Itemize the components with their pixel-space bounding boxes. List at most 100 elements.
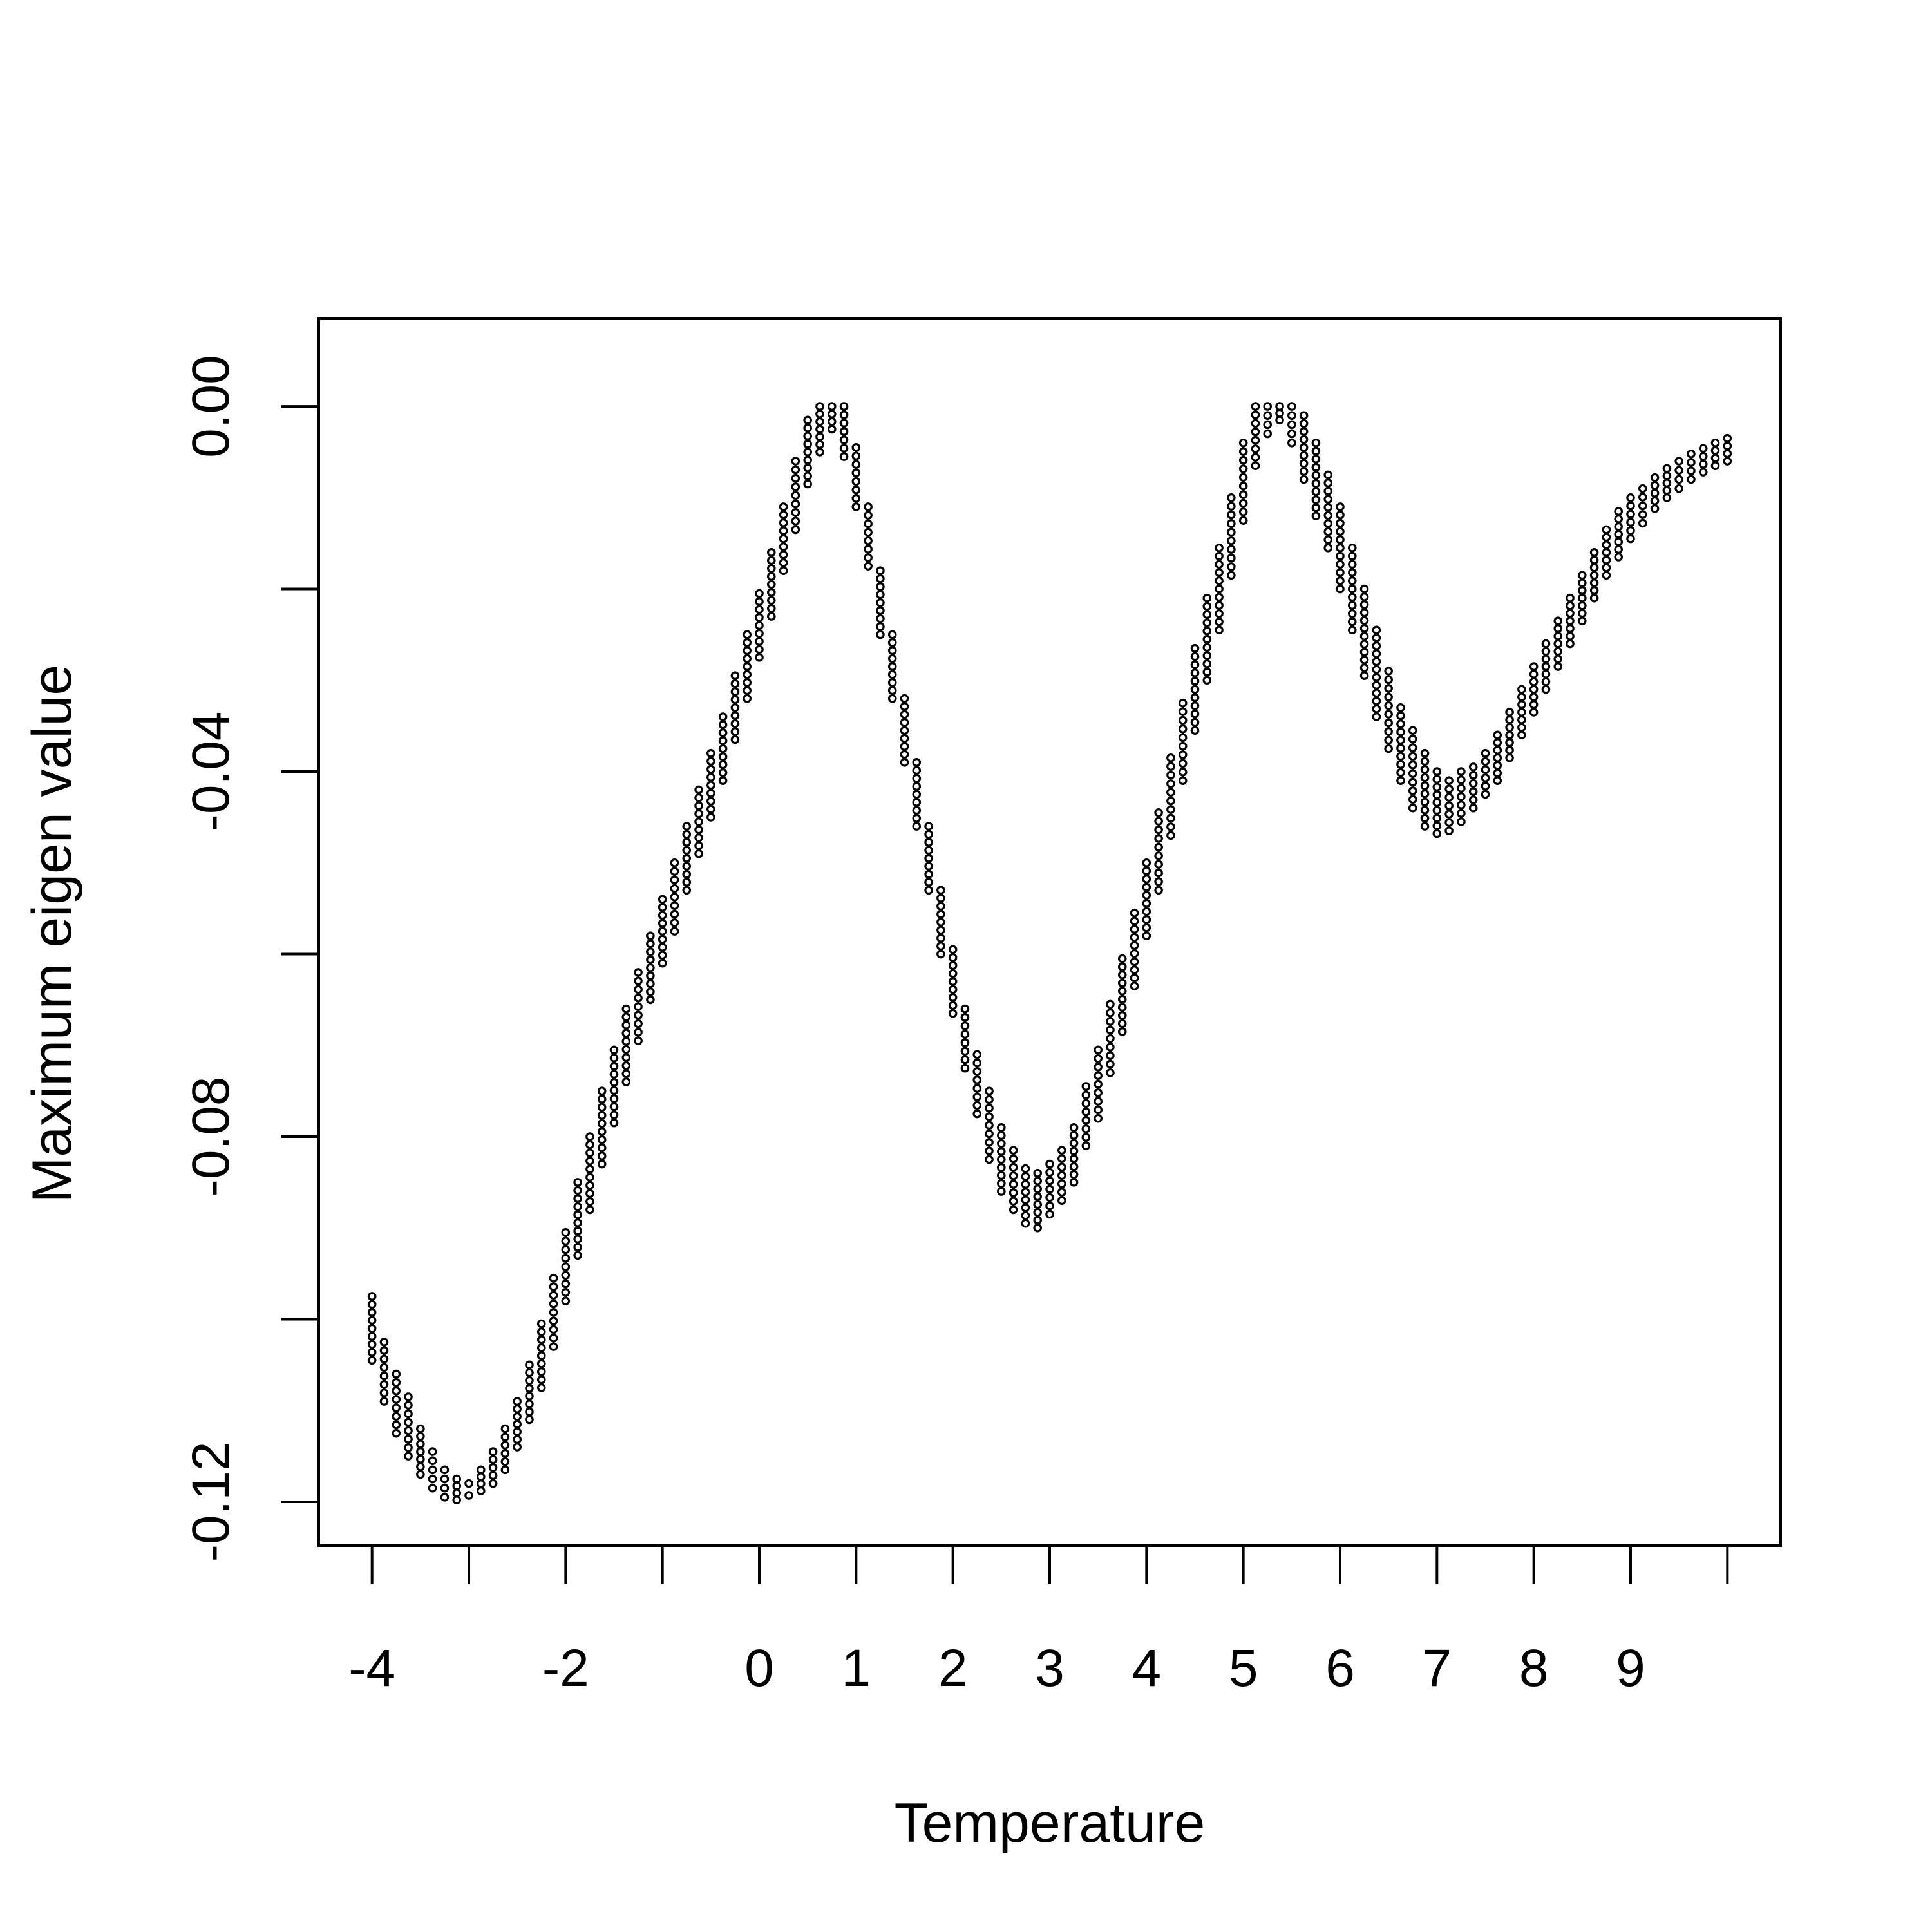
- data-point: [791, 525, 800, 535]
- data-point: [1227, 545, 1236, 554]
- data-point: [1142, 923, 1151, 933]
- point-column: [392, 1369, 401, 1438]
- data-point: [876, 582, 885, 591]
- data-point: [779, 558, 788, 567]
- data-point: [1154, 860, 1163, 869]
- data-point: [585, 1140, 594, 1150]
- data-point: [718, 744, 728, 753]
- data-point: [1408, 743, 1417, 752]
- data-point: [948, 977, 958, 986]
- data-point: [670, 858, 679, 867]
- data-point: [379, 1363, 389, 1372]
- data-point: [561, 1253, 571, 1263]
- data-point: [1106, 1051, 1115, 1061]
- data-point: [706, 788, 715, 798]
- data-point: [621, 1045, 631, 1054]
- data-point: [1009, 1171, 1018, 1180]
- data-point: [1251, 419, 1260, 428]
- data-point: [1117, 1010, 1127, 1020]
- point-column: [1614, 507, 1623, 562]
- data-point: [634, 993, 643, 1003]
- point-column: [561, 1228, 571, 1305]
- data-point: [1336, 535, 1345, 544]
- point-column: [694, 785, 703, 858]
- data-point: [392, 1420, 401, 1430]
- data-point: [536, 1319, 546, 1329]
- data-point: [1033, 1223, 1043, 1233]
- data-point: [1202, 610, 1212, 620]
- data-point: [766, 580, 776, 589]
- data-point: [936, 933, 945, 943]
- data-point: [1106, 1034, 1115, 1043]
- point-column: [1674, 457, 1683, 493]
- point-column: [1142, 858, 1151, 940]
- data-point: [1529, 662, 1539, 671]
- data-point: [997, 1147, 1006, 1156]
- data-point: [1033, 1168, 1043, 1178]
- data-point: [573, 1235, 582, 1244]
- data-point: [1045, 1201, 1054, 1211]
- data-point: [1408, 752, 1417, 761]
- data-point: [597, 1159, 607, 1169]
- data-point: [1227, 510, 1236, 520]
- data-point: [1384, 684, 1393, 693]
- data-point: [1468, 787, 1478, 797]
- point-column: [1432, 767, 1442, 838]
- data-point: [985, 1112, 994, 1121]
- data-point: [960, 1063, 970, 1073]
- data-point: [1626, 509, 1635, 519]
- data-point: [1166, 779, 1175, 788]
- data-point: [1432, 821, 1442, 831]
- data-point: [997, 1171, 1006, 1180]
- point-column: [646, 931, 655, 1005]
- data-point: [1687, 458, 1696, 467]
- data-point: [1190, 652, 1200, 661]
- point-column: [609, 1045, 619, 1128]
- point-column: [1190, 643, 1200, 735]
- data-point: [670, 927, 679, 936]
- data-point: [597, 1086, 607, 1095]
- data-point: [536, 1375, 546, 1385]
- point-column: [500, 1424, 510, 1475]
- data-point: [561, 1296, 571, 1305]
- data-point: [1408, 726, 1417, 735]
- point-column: [1359, 584, 1369, 681]
- point-column: [1589, 548, 1599, 603]
- point-column: [464, 1479, 473, 1500]
- data-point: [1336, 510, 1345, 520]
- data-point: [682, 862, 692, 871]
- data-point: [1336, 543, 1345, 553]
- data-point: [1094, 1071, 1103, 1081]
- point-column: [549, 1273, 558, 1351]
- data-point: [766, 548, 776, 557]
- data-point: [500, 1449, 510, 1458]
- data-point: [1154, 834, 1163, 843]
- data-point: [1106, 999, 1115, 1009]
- data-point: [1444, 784, 1454, 794]
- data-point: [876, 622, 885, 631]
- data-point: [1468, 779, 1478, 788]
- data-point: [876, 614, 885, 623]
- data-point: [839, 402, 849, 411]
- point-column: [1578, 571, 1587, 625]
- data-point: [1215, 625, 1224, 635]
- data-point: [597, 1111, 607, 1120]
- data-point: [1094, 1054, 1103, 1063]
- data-point: [1420, 789, 1430, 799]
- data-point: [960, 1055, 970, 1065]
- data-point: [743, 646, 752, 656]
- data-point: [936, 909, 945, 919]
- point-column: [525, 1360, 534, 1425]
- data-point: [597, 1135, 607, 1144]
- data-point: [730, 719, 740, 728]
- data-point: [621, 1053, 631, 1062]
- data-point: [1069, 1123, 1079, 1132]
- data-point: [1372, 665, 1381, 674]
- data-point: [1190, 709, 1200, 719]
- data-point: [791, 508, 800, 517]
- data-point: [1287, 438, 1296, 448]
- data-point: [1420, 806, 1430, 815]
- data-point: [1553, 616, 1563, 625]
- data-point: [1263, 411, 1273, 421]
- data-point: [743, 638, 752, 647]
